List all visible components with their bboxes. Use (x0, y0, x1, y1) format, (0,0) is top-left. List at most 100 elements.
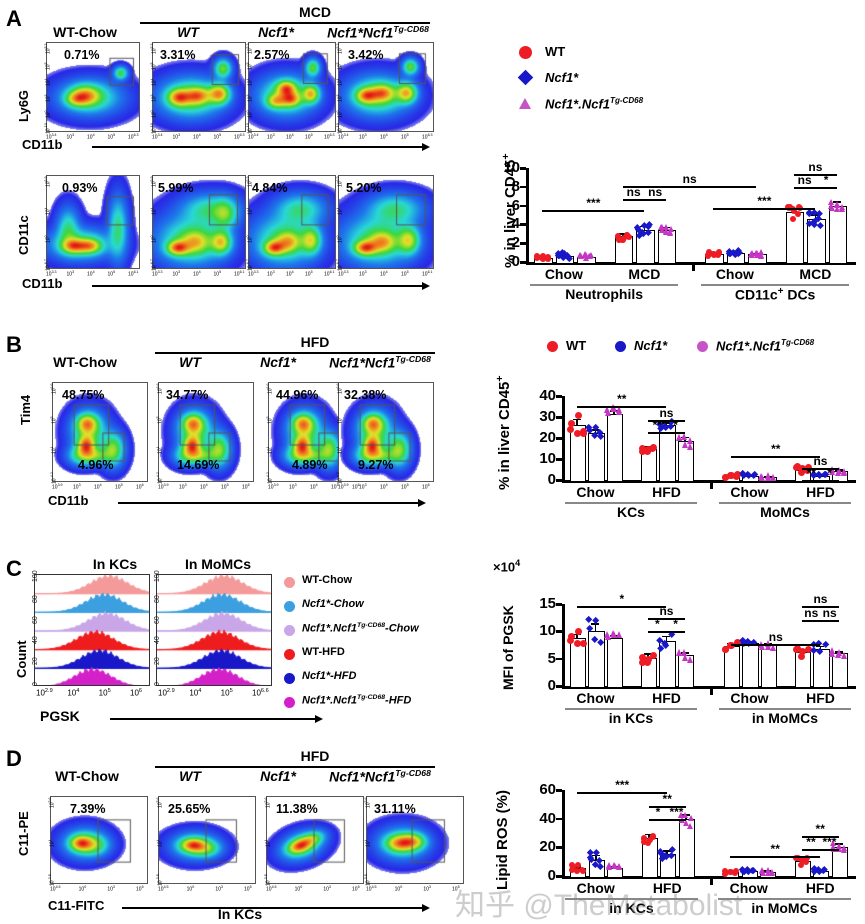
group-rule (718, 898, 851, 900)
flow-x-ticks: 103.3 103 104 105 106.1 (248, 270, 335, 278)
x-condition-label: Chow (576, 484, 615, 500)
panel-a-row2-x-arrow-head (422, 282, 430, 290)
significance-bracket (802, 468, 839, 470)
flow-x-ticks: 103.4 103 104 105 106.3 (248, 133, 335, 141)
significance-bracket (801, 836, 839, 838)
histogram-x-ticks: 102.9 104 105 106.6 (158, 688, 269, 698)
data-point (605, 862, 612, 869)
gate-percent: 5.20% (346, 181, 382, 195)
significance-label: ns (626, 185, 641, 199)
data-point (795, 211, 802, 218)
y-tick-label: 4 (511, 215, 520, 233)
significance-label: ns (813, 592, 828, 606)
data-point (769, 643, 776, 651)
data-point (667, 229, 674, 236)
data-point (582, 251, 588, 258)
histogram-plot-kcs (34, 574, 150, 686)
group-label: in KCs (609, 900, 654, 916)
group-label: Neutrophils (565, 286, 644, 302)
x-condition-label: HFD (806, 484, 835, 500)
flow-y-ticks: 106.6 105 104 10-4.2 (156, 383, 164, 484)
axis-separator (692, 262, 695, 271)
panel-a-row1-ylabel: Ly6G (16, 89, 31, 122)
significance-bracket (731, 644, 821, 646)
bar (606, 637, 623, 687)
data-point (580, 639, 588, 647)
panel-c-bar-chart: 0 5 10 15 * ns * * ns ns ns ns Chow HFD in KCs Chow HFD i… (528, 578, 860, 726)
panel-c-x-arrow-line (110, 718, 315, 720)
histogram-y-ticks: 100 80 60 40 20 0 (154, 570, 161, 686)
data-point (705, 249, 712, 256)
flow-y-ticks: 106.6 105 104 10-4.2 (336, 383, 344, 484)
data-point (722, 870, 729, 877)
data-point (641, 839, 648, 846)
significance-label: ** (770, 842, 780, 856)
data-point (649, 444, 657, 452)
panel-a-col-1: WT (177, 24, 199, 40)
data-point (798, 469, 806, 477)
panel-d-col-1: WT (179, 768, 201, 784)
significance-label: *** (669, 805, 684, 819)
data-point (574, 411, 582, 419)
data-point (574, 867, 581, 874)
data-point (658, 226, 665, 233)
data-point (645, 839, 652, 846)
group-label: KCs (616, 504, 645, 520)
x-axis (562, 686, 856, 689)
error-bar (666, 850, 668, 854)
flow-x-ticks: 103.3 103 104 105 106.1 (46, 270, 139, 278)
data-point (759, 867, 766, 874)
data-point (804, 855, 811, 862)
flow-x-ticks: 103.9 103 104 105 106 (268, 483, 360, 491)
data-point (579, 427, 587, 435)
y-tick (556, 603, 562, 606)
y-tick (556, 657, 562, 661)
legend-marker-ncf1 (615, 341, 626, 352)
data-point (841, 467, 848, 475)
panel-a-col-0: WT-Chow (53, 24, 117, 40)
flow-plot (46, 175, 140, 269)
panel-a-row1-x-arrow-head (422, 143, 430, 151)
significance-bracket (644, 199, 666, 201)
flow-y-ticks: 105.6 104 10-3.8 (156, 797, 164, 886)
panel-b-diet-header: HFD (300, 334, 330, 350)
panel-a-row1-x-arrow-line (92, 146, 422, 148)
data-point (644, 658, 652, 666)
data-point (577, 251, 584, 258)
data-point (727, 641, 735, 649)
significance-label: ns (804, 606, 819, 620)
data-point (759, 473, 766, 481)
y-tick (520, 185, 526, 189)
panel-b-ylabel-axis: % in liver CD45+ (494, 375, 513, 490)
significance-bracket (648, 806, 686, 808)
data-point (604, 408, 611, 416)
data-point (828, 647, 835, 655)
data-point (833, 205, 840, 212)
legend-label-3: WT-HFD (302, 646, 345, 658)
data-point (835, 651, 842, 659)
legend-label-ncf1tg: Ncf1*.Ncf1Tg-CD68 (545, 96, 644, 112)
error-cap (662, 422, 671, 424)
panel-d-diet-header: HFD (300, 748, 330, 764)
significance-label: ns (808, 160, 823, 174)
flow-plot (338, 175, 434, 269)
group-rule (565, 898, 698, 900)
flow-x-ticks: 103.4 103 104 105 106.3 (46, 133, 139, 141)
error-bar (819, 645, 822, 649)
significance-label: * (655, 805, 661, 819)
flow-y-ticks: 105.6 104 10-3.8 (264, 797, 272, 886)
panel-a-bar-chart: 0 2 4 6 8 10 *** ns ns ns *** ns ns * Chow MCD Neutrophi… (492, 128, 860, 303)
significance-bracket (815, 187, 837, 189)
panel-b-diet-rule (155, 352, 435, 354)
data-point (785, 204, 792, 211)
y-tick (556, 685, 562, 688)
data-point (727, 472, 735, 480)
significance-label: ns (648, 185, 663, 199)
y-tick (520, 204, 526, 208)
group-rule (565, 502, 697, 504)
flow-y-ticks: 106.9 104 100 10-6.7 (246, 176, 254, 271)
legend-marker-wt (547, 341, 558, 352)
x-condition-label: HFD (805, 880, 835, 896)
axis-separator (710, 480, 713, 489)
panel-b-col-0: WT-Chow (53, 354, 117, 370)
